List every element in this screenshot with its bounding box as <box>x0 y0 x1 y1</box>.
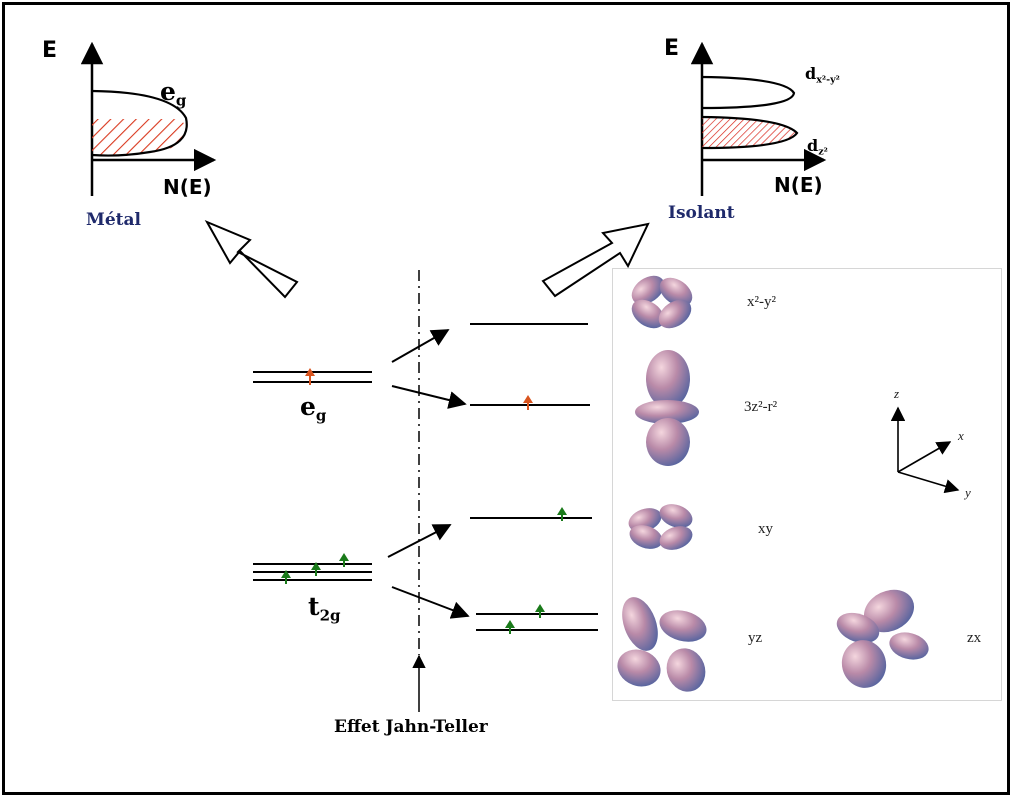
isolant-lower-band-fill <box>702 117 797 148</box>
orbital-yz-label: yz <box>748 630 763 646</box>
orbital-xy-label: xy <box>758 521 773 537</box>
axis3d-y-label: y <box>965 485 971 500</box>
level-xy <box>470 507 592 521</box>
metal-caption: Métal <box>86 210 141 230</box>
split-arrow-t2g-up <box>387 524 452 558</box>
orbital-zx-label: zx <box>967 630 982 646</box>
arrow-to-isolant <box>541 222 650 298</box>
isolant-caption: Isolant <box>668 203 735 223</box>
orbital-x2y2-label: x²-y² <box>747 294 776 310</box>
level-yz-zx <box>476 604 598 634</box>
isolant-lower-band-label: dz² <box>807 136 828 158</box>
split-arrow-eg-down <box>391 385 467 409</box>
eg-electron-arrow <box>305 368 315 385</box>
split-arrow-t2g-down <box>391 586 470 619</box>
t2g-electron-arrow-3 <box>339 553 349 567</box>
split-arrow-eg-up <box>391 329 450 363</box>
axis3d-z-label: z <box>894 386 900 401</box>
metal-band-outline <box>91 89 188 157</box>
eg-degenerate-levels <box>253 368 372 385</box>
isolant-dos-plot <box>690 41 827 196</box>
level-z2 <box>470 395 590 410</box>
orbital-xy-shape <box>628 504 693 550</box>
t2g-level-label: t2g <box>308 592 341 625</box>
metal-dos-plot <box>80 41 217 196</box>
orbital-z2-label: 3z²-r² <box>744 399 778 415</box>
metal-band-hatch <box>92 119 187 156</box>
metal-eg-label: eg <box>160 77 187 110</box>
isolant-upper-band-label: dx²-y² <box>805 64 840 86</box>
isolant-n-axis-label: N(E) <box>774 173 823 197</box>
cartesian-axes-3d <box>890 406 960 494</box>
metal-n-axis-label: N(E) <box>163 175 212 199</box>
orbital-x2y2-shape <box>631 275 693 329</box>
orbital-z2-shape <box>635 350 699 466</box>
orbital-yz-shape <box>617 597 707 692</box>
t2g-electron-arrow-2 <box>311 562 321 576</box>
axis3d-x-label: x <box>958 428 964 443</box>
eg-level-label: eg <box>300 392 327 425</box>
t2g-electron-arrow-1 <box>281 570 291 584</box>
jahn-teller-label: Effet Jahn-Teller <box>334 717 488 737</box>
metal-e-axis-label: E <box>42 38 58 63</box>
orbital-zx-shape <box>836 589 929 688</box>
isolant-upper-band <box>701 75 796 110</box>
t2g-degenerate-levels <box>253 553 372 584</box>
arrow-to-metal <box>204 219 299 299</box>
isolant-e-axis-label: E <box>664 36 680 61</box>
isolant-lower-band-outline <box>701 115 799 150</box>
